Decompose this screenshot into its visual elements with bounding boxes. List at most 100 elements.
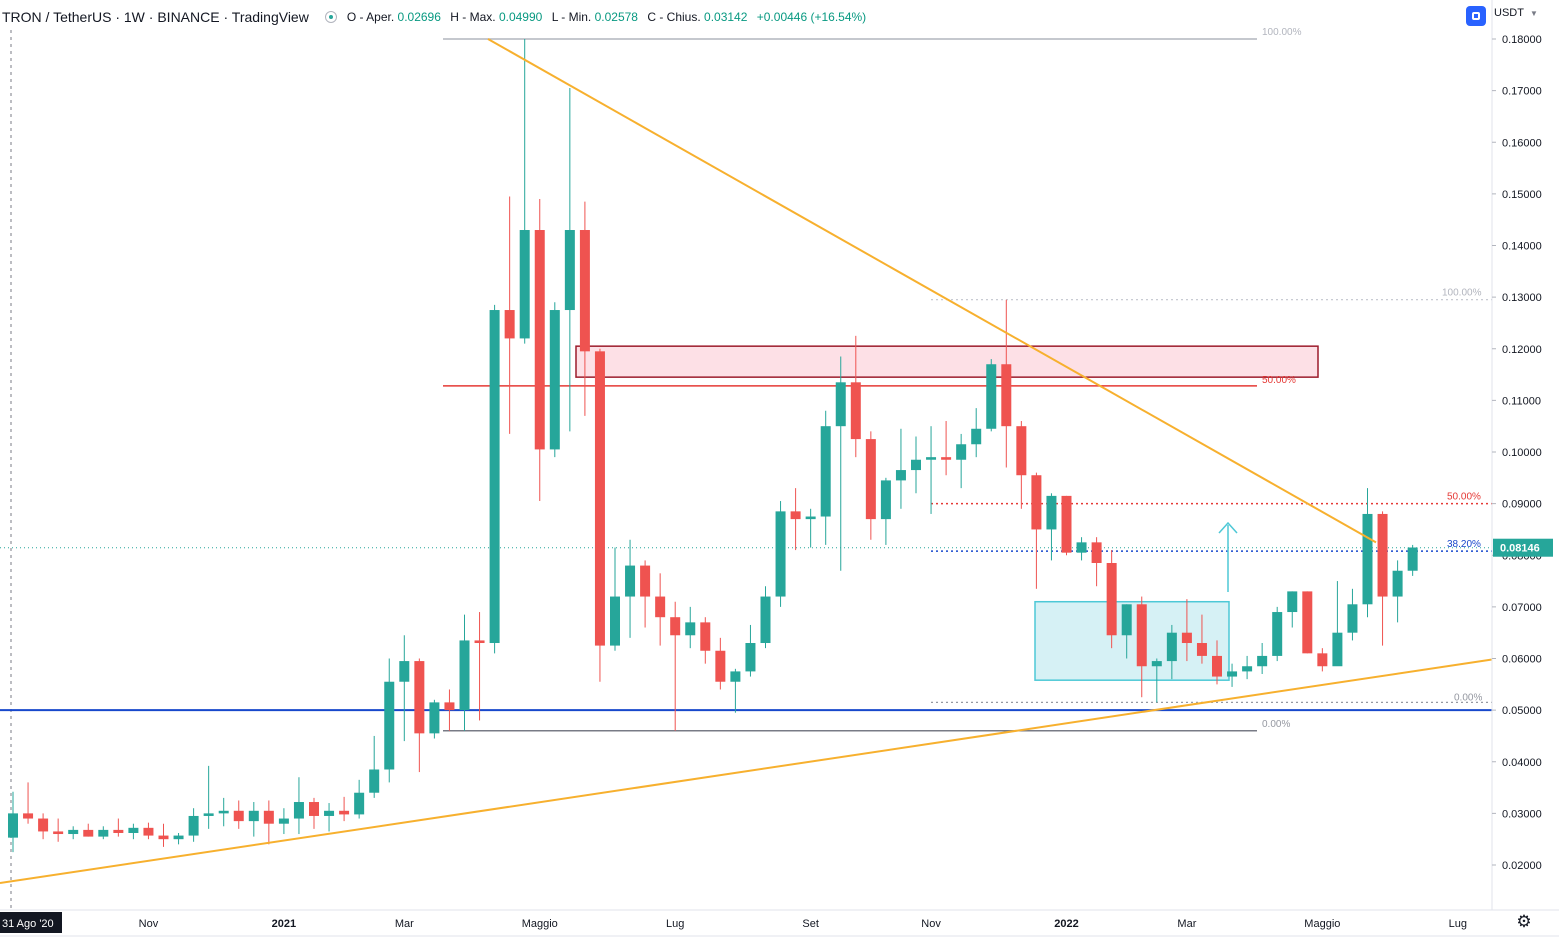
- candle-body: [549, 310, 560, 450]
- candle: [324, 803, 335, 832]
- candle: [399, 635, 410, 742]
- candle-body: [730, 671, 741, 682]
- open-label: O - Aper.: [346, 10, 395, 24]
- candle-body: [248, 810, 259, 822]
- scale-toggle-button[interactable]: [1466, 6, 1486, 26]
- currency-selector[interactable]: USDT ▼: [1494, 4, 1554, 22]
- candle: [339, 796, 350, 822]
- candle-body: [459, 640, 470, 711]
- candle: [1272, 606, 1283, 662]
- candle-body: [805, 516, 816, 520]
- candle: [1136, 596, 1147, 698]
- candle-body: [865, 439, 876, 520]
- fib-label: 100.00%: [1442, 288, 1482, 299]
- candle: [579, 201, 590, 416]
- candle-body: [173, 835, 184, 840]
- candle-body: [158, 835, 169, 840]
- fib-label: 0.00%: [1454, 692, 1482, 703]
- candle-body: [1362, 513, 1373, 605]
- candle-body: [98, 829, 109, 837]
- candle-body: [203, 813, 214, 816]
- fib-label: 50.00%: [1447, 492, 1481, 503]
- price-tick-label: 0.12000: [1502, 344, 1542, 356]
- candle-body: [339, 810, 350, 815]
- candle-body: [1121, 604, 1132, 636]
- time-label: 2022: [1054, 918, 1078, 930]
- candle-body: [1046, 495, 1057, 530]
- candle-body: [1091, 542, 1102, 563]
- candle-body: [489, 310, 500, 644]
- candle: [534, 199, 545, 502]
- candle-body: [369, 769, 380, 793]
- candle: [1317, 648, 1328, 672]
- candle-body: [128, 827, 139, 833]
- candle-body: [1377, 513, 1388, 597]
- gear-icon[interactable]: ⚙: [1516, 912, 1532, 931]
- candle-body: [143, 827, 154, 836]
- candle: [1151, 658, 1162, 703]
- change-value: +0.00446 (+16.54%): [756, 10, 867, 24]
- price-tick-label: 0.18000: [1502, 34, 1542, 46]
- candle-body: [309, 802, 319, 816]
- candle: [113, 818, 124, 837]
- candle: [504, 196, 515, 434]
- candle: [911, 436, 921, 494]
- market-status-icon: [324, 11, 337, 23]
- candle-body: [23, 813, 34, 819]
- candle: [293, 777, 304, 835]
- candle: [1121, 604, 1132, 659]
- symbol-title[interactable]: TRON / TetherUS · 1W · BINANCE · Trading…: [2, 9, 309, 25]
- candle-body: [293, 802, 304, 819]
- candle-body: [384, 681, 395, 770]
- candle-body: [850, 382, 861, 440]
- price-tick-label: 0.15000: [1502, 189, 1542, 201]
- candle: [489, 304, 500, 654]
- candle: [745, 624, 756, 677]
- candle-body: [1212, 655, 1222, 677]
- candle-body: [880, 480, 891, 520]
- candle-body: [640, 565, 651, 597]
- candle: [414, 658, 425, 773]
- close-label: C - Chius.: [647, 10, 701, 24]
- high-value: 0.04990: [498, 10, 543, 24]
- candle: [233, 800, 244, 829]
- candle: [1392, 560, 1403, 623]
- candle-body: [1151, 661, 1162, 667]
- candle: [1196, 614, 1207, 664]
- candle: [564, 88, 575, 432]
- candle: [1302, 591, 1313, 654]
- candle: [655, 573, 666, 646]
- time-label: Maggio: [1304, 918, 1340, 930]
- resistance-zone: [575, 345, 1319, 378]
- candles-layer: [8, 39, 1418, 853]
- candle-body: [444, 702, 455, 711]
- candle: [1287, 591, 1298, 628]
- time-label: Mar: [395, 918, 414, 930]
- candle: [188, 808, 199, 842]
- candle: [23, 782, 34, 824]
- time-axis-bg: [0, 910, 1559, 943]
- ohlc-legend: O - Aper. 0.02696 H - Max. 0.04990 L - M…: [347, 10, 872, 24]
- candle: [760, 586, 771, 649]
- fib-label: 100.00%: [1262, 27, 1302, 38]
- candle: [1407, 544, 1418, 576]
- time-label: 2021: [272, 918, 296, 930]
- candle-body: [610, 596, 620, 646]
- candle: [459, 614, 470, 731]
- candle-body: [113, 829, 124, 833]
- candle-body: [38, 818, 49, 832]
- candle: [594, 348, 605, 682]
- candle-body: [971, 428, 982, 445]
- low-label: L - Min.: [551, 10, 592, 24]
- candle-body: [1061, 495, 1072, 553]
- price-tick-label: 0.11000: [1502, 395, 1541, 407]
- consolidation-box: [1034, 600, 1230, 681]
- candle-body: [986, 364, 997, 429]
- time-axis[interactable]: 31 Ago '20 Nov 2021 Mar Maggio Lug Set Nov 2022 M…: [0, 909, 1559, 943]
- candle: [986, 359, 997, 432]
- candle: [700, 617, 711, 664]
- candle: [820, 410, 831, 545]
- candle-body: [1196, 643, 1207, 656]
- price-axis[interactable]: 0.02000 0.03000 0.04000 0.05000 0.06000 0.070…: [1491, 0, 1559, 910]
